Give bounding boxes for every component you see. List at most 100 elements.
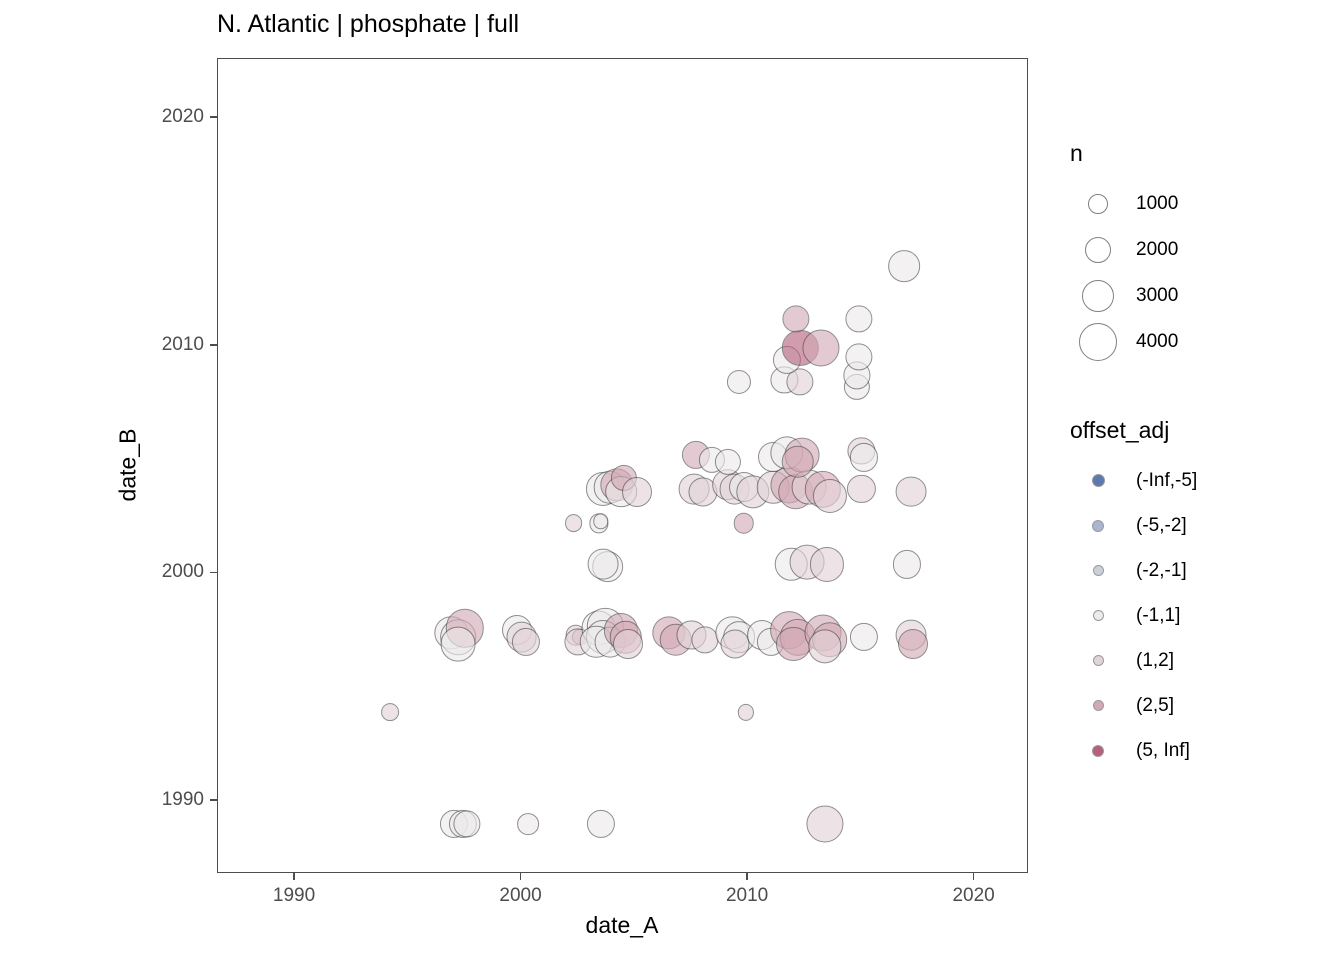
legend-color-item[interactable]: (1,2]	[1070, 638, 1340, 683]
legend-size-label: 3000	[1136, 285, 1179, 306]
circle-icon	[1092, 519, 1104, 532]
data-point	[737, 704, 754, 721]
legend-size-item[interactable]: 3000	[1070, 273, 1340, 319]
data-point	[849, 443, 878, 472]
legend-color-item[interactable]: (-1,1]	[1070, 593, 1340, 638]
data-point	[810, 547, 845, 582]
legend-size-title: n	[1070, 140, 1083, 166]
x-tick-mark	[293, 873, 295, 880]
data-point	[849, 623, 878, 652]
x-tick-mark	[519, 873, 522, 880]
legend-color-item[interactable]: (2,5]	[1070, 683, 1340, 728]
x-tick-label: 2020	[952, 885, 995, 906]
legend-color-rows: (-Inf,-5] (-5,-2] (-2,-1] (-1,1] (1,2] (2,5] (…	[1070, 458, 1340, 773]
legend-size: n 1000 2000 3000 4000	[1070, 140, 1340, 365]
data-point	[812, 479, 847, 514]
circle-icon	[1091, 474, 1105, 487]
data-point	[593, 513, 609, 529]
legend-size-key	[1070, 194, 1126, 214]
data-point	[781, 445, 815, 479]
y-tick-mark	[210, 344, 217, 346]
x-axis-title: date_A	[585, 912, 659, 938]
x-tick-mark	[746, 873, 748, 880]
data-point	[782, 304, 810, 333]
data-point	[898, 629, 929, 660]
x-tick-mark	[972, 873, 975, 880]
circle-icon	[1092, 565, 1104, 576]
y-tick-label: 2020	[161, 106, 204, 128]
legend-color-item[interactable]: (-2,-1]	[1070, 548, 1340, 593]
y-tick-mark	[210, 571, 217, 574]
legend-color-key	[1070, 474, 1126, 487]
legend-color-key	[1070, 744, 1126, 757]
page-title: N. Atlantic | phosphate | full	[217, 10, 520, 38]
data-point	[587, 548, 619, 580]
data-point	[719, 629, 750, 659]
legend-size-item[interactable]: 2000	[1070, 227, 1340, 273]
circle-icon	[1079, 323, 1117, 361]
circle-icon	[1085, 237, 1111, 263]
legend-color-key	[1070, 519, 1126, 532]
legend-color-key	[1070, 655, 1126, 666]
data-point	[786, 368, 814, 396]
circle-icon	[1088, 194, 1108, 214]
legend-size-item[interactable]: 4000	[1070, 319, 1340, 365]
y-tick-mark	[210, 116, 217, 118]
y-tick-label: 1990	[161, 789, 204, 811]
legend-color-label: (-2,-1]	[1136, 559, 1187, 581]
data-point	[512, 627, 541, 656]
data-point	[895, 476, 927, 507]
legend-color-key	[1070, 565, 1126, 576]
legend-size-item[interactable]: 1000	[1070, 181, 1340, 227]
circle-icon	[1092, 610, 1104, 621]
legend-color-item[interactable]: (-5,-2]	[1070, 503, 1340, 548]
data-point	[806, 805, 844, 843]
legend-size-rows: 1000 2000 3000 4000	[1070, 181, 1340, 365]
legend-color-label: (-5,-2]	[1136, 514, 1187, 536]
data-point	[613, 629, 644, 660]
data-point	[586, 809, 615, 838]
y-tick-mark	[210, 799, 217, 801]
data-point	[714, 448, 741, 476]
plot-panel	[217, 58, 1028, 873]
data-point	[845, 304, 873, 333]
data-point	[726, 370, 752, 395]
data-point	[453, 810, 481, 838]
data-point	[517, 813, 540, 835]
legend-size-key	[1070, 237, 1126, 263]
y-tick-label: 2010	[161, 333, 204, 355]
data-point	[847, 475, 876, 504]
legend-color-label: (5, Inf]	[1136, 739, 1190, 761]
legends-container: n 1000 2000 3000 4000 offset_adj (-Inf,-5](…	[1070, 140, 1340, 773]
data-point	[802, 329, 840, 367]
legend-color: offset_adj (-Inf,-5] (-5,-2] (-2,-1] (-1,1]…	[1070, 417, 1340, 773]
legend-size-key	[1070, 280, 1126, 312]
legend-size-label: 4000	[1136, 331, 1179, 352]
legend-size-key	[1070, 323, 1126, 361]
legend-color-label: (-1,1]	[1136, 604, 1181, 626]
x-tick-label: 2000	[499, 885, 542, 906]
legend-color-key	[1070, 700, 1126, 711]
data-point	[691, 625, 719, 654]
data-point	[892, 550, 921, 579]
legend-color-key	[1070, 610, 1126, 621]
data-point	[564, 514, 583, 533]
data-point	[440, 626, 476, 662]
y-tick-label: 2000	[161, 561, 204, 583]
legend-color-item[interactable]: (-Inf,-5]	[1070, 458, 1340, 503]
legend-color-item[interactable]: (5, Inf]	[1070, 728, 1340, 773]
x-tick-label: 1990	[272, 885, 316, 906]
circle-icon	[1092, 700, 1104, 711]
legend-size-label: 1000	[1136, 193, 1179, 214]
data-point	[733, 513, 754, 534]
circle-icon	[1092, 655, 1104, 666]
circle-icon	[1082, 280, 1114, 312]
data-point	[845, 343, 873, 371]
legend-color-label: (-Inf,-5]	[1136, 469, 1198, 491]
legend-color-label: (1,2]	[1136, 649, 1175, 671]
scatter-points-layer	[218, 59, 1027, 872]
circle-icon	[1092, 744, 1104, 757]
x-tick-label: 2010	[725, 885, 769, 906]
legend-size-label: 2000	[1136, 239, 1179, 260]
data-point	[622, 476, 653, 507]
